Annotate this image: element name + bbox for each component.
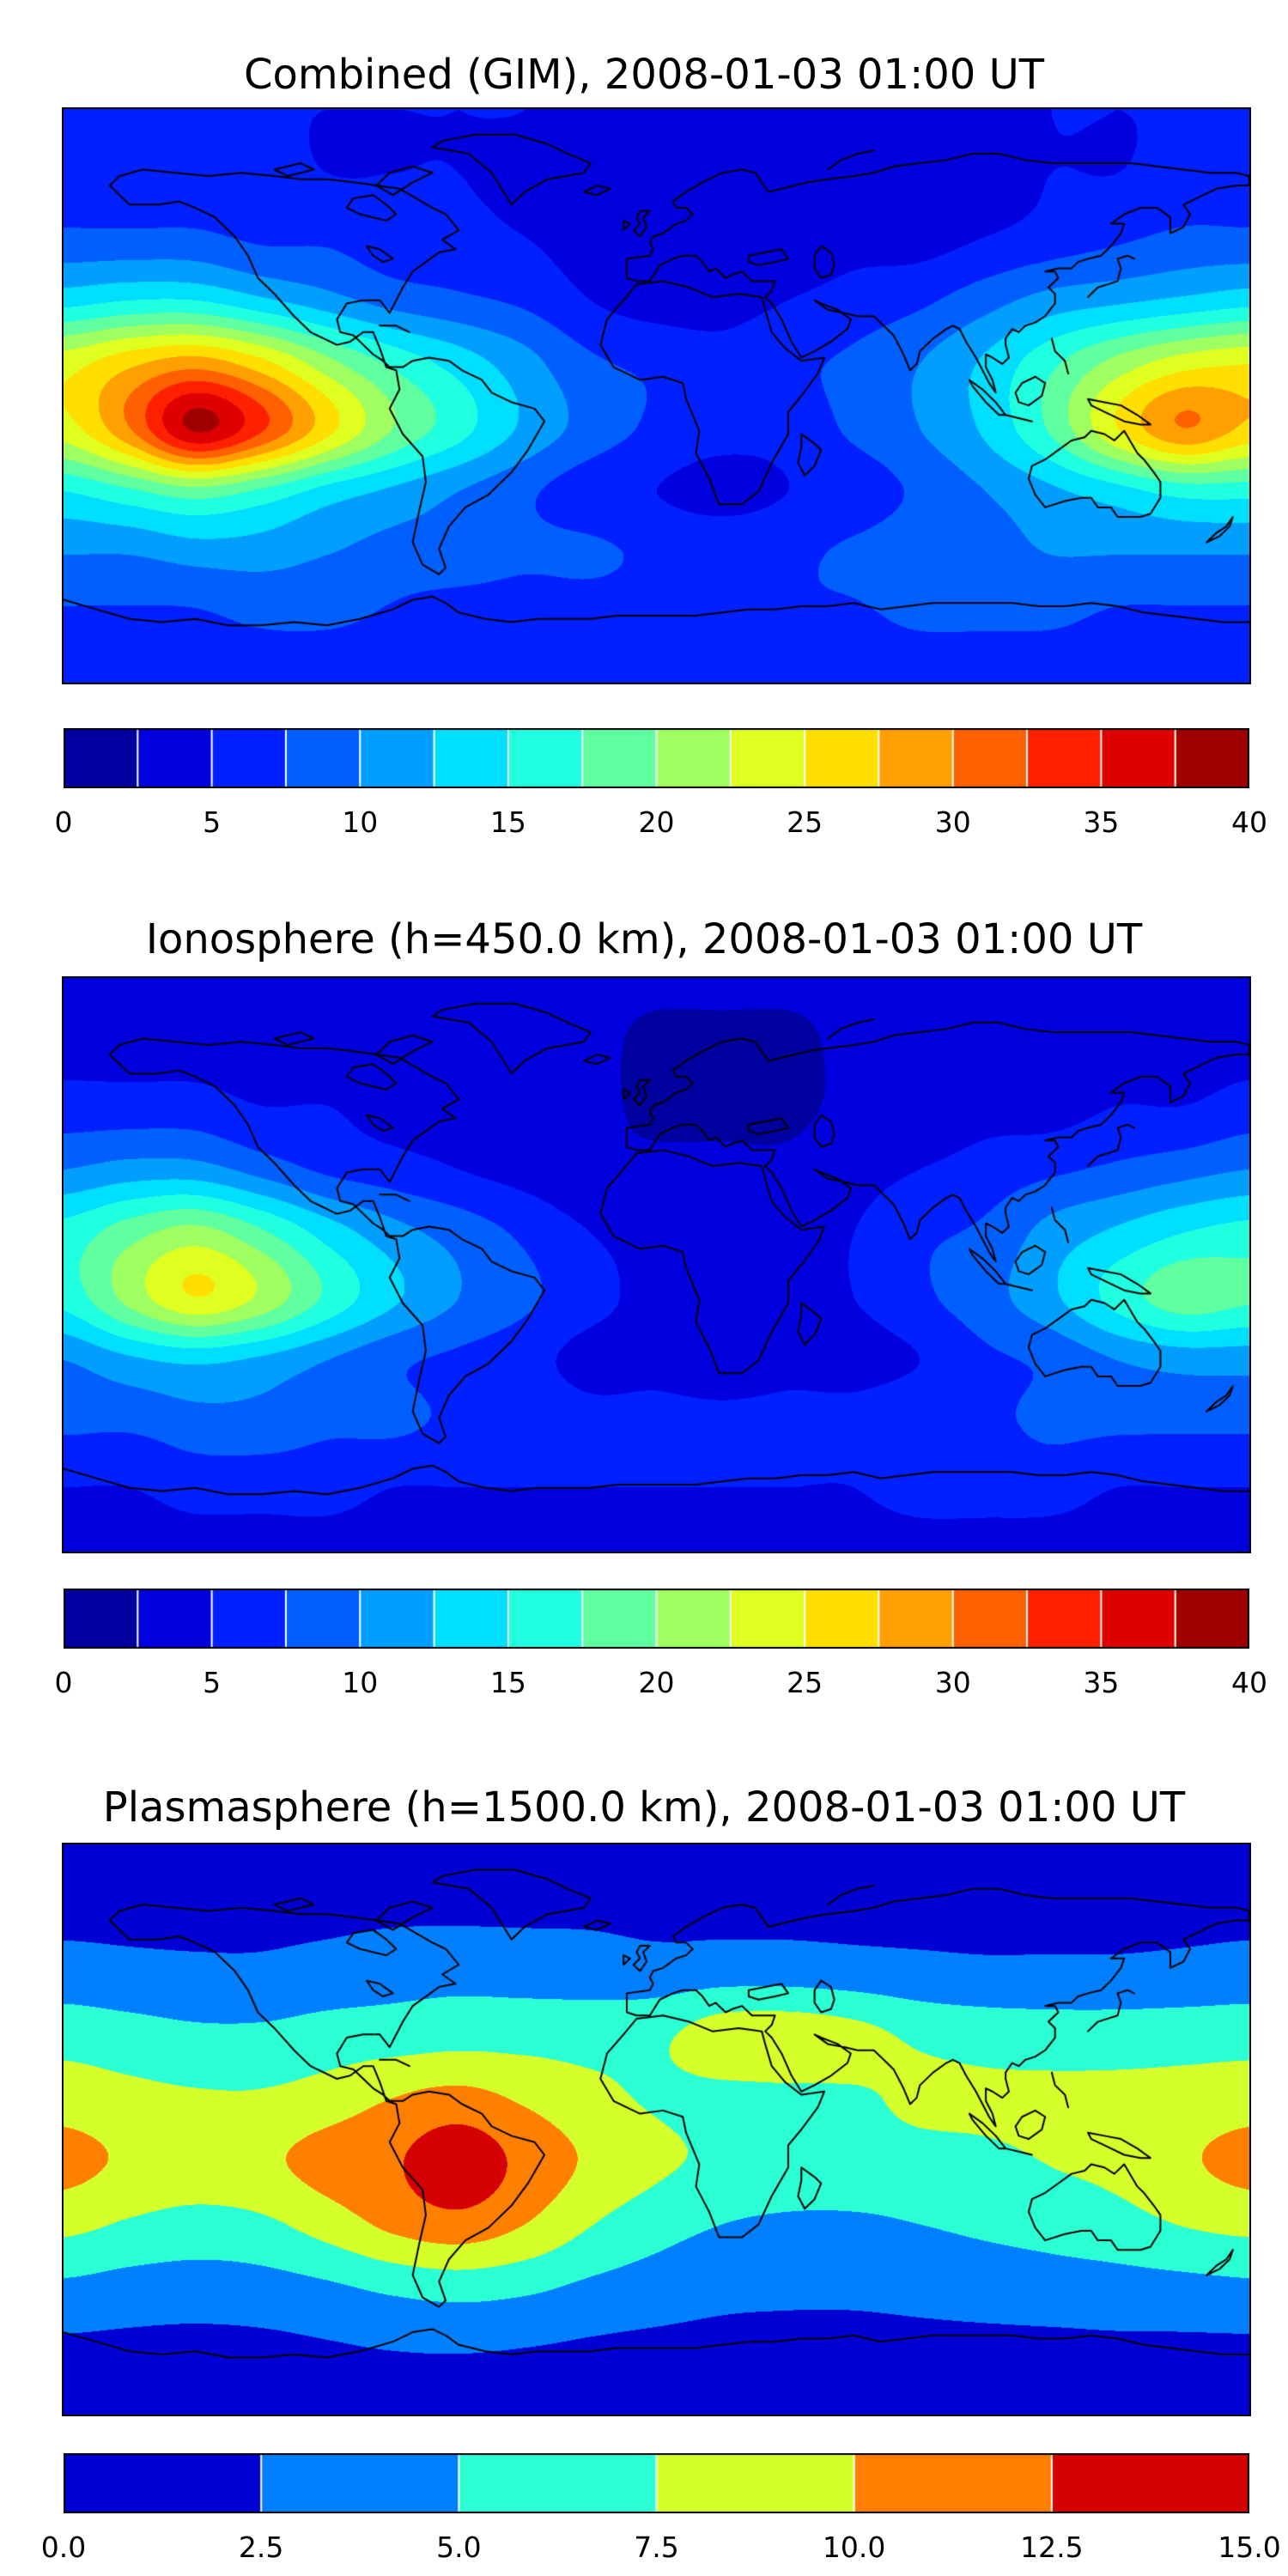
colorbar-tick-label: 20	[638, 1666, 675, 1699]
colorbar-tick-label: 5	[203, 805, 222, 839]
colorbar-tick-label: 25	[787, 1666, 823, 1699]
colorbar-combined	[64, 728, 1249, 788]
colorbar-tick-label: 0	[54, 1666, 73, 1699]
panel-title-plasmasphere: Plasmasphere (h=1500.0 km), 2008-01-03 0…	[102, 1783, 1186, 1832]
colorbar-tick-label: 30	[934, 1666, 971, 1699]
colorbar-tick-label: 35	[1083, 805, 1120, 839]
colorbar-plasmasphere	[64, 2453, 1249, 2513]
colorbar-tick-label: 15	[489, 805, 526, 839]
colorbar-tick-label: 10.0	[822, 2530, 886, 2564]
colorbar-tick-label: 7.5	[634, 2530, 679, 2564]
colorbar-tick-label: 5.0	[436, 2530, 482, 2564]
map-combined	[62, 107, 1251, 684]
colorbar-ionosphere	[64, 1589, 1249, 1649]
colorbar-tick-label: 40	[1231, 1666, 1267, 1699]
colorbar-ticks-plasmasphere: 0.0 2.5 5.0 7.5 10.0 12.5 15.0	[41, 2530, 1281, 2568]
map-plasmasphere	[62, 1843, 1251, 2416]
colorbar-tick-label: 5	[203, 1666, 222, 1699]
colorbar-ticks-combined: 0 5 10 15 20 25 30 35 40	[55, 805, 1268, 843]
colorbar-tick-label: 0.0	[40, 2530, 87, 2564]
colorbar-tick-label: 12.5	[1020, 2530, 1084, 2564]
colorbar-tick-label: 40	[1231, 805, 1267, 839]
colorbar-tick-label: 35	[1083, 1666, 1120, 1699]
colorbar-tick-label: 15.0	[1218, 2530, 1281, 2564]
colorbar-tick-label: 25	[787, 805, 823, 839]
colorbar-ticks-ionosphere: 0 5 10 15 20 25 30 35 40	[55, 1666, 1268, 1704]
colorbar-tick-label: 10	[342, 1666, 379, 1699]
colorbar-tick-label: 2.5	[238, 2530, 284, 2564]
colorbar-tick-label: 15	[489, 1666, 526, 1699]
colorbar-tick-label: 30	[934, 805, 971, 839]
panel-title-combined: Combined (GIM), 2008-01-03 01:00 UT	[243, 51, 1045, 99]
colorbar-tick-label: 20	[638, 805, 675, 839]
colorbar-tick-label: 0	[54, 805, 73, 839]
panel-title-ionosphere: Ionosphere (h=450.0 km), 2008-01-03 01:0…	[145, 915, 1143, 963]
map-ionosphere	[62, 976, 1251, 1553]
colorbar-tick-label: 10	[342, 805, 379, 839]
